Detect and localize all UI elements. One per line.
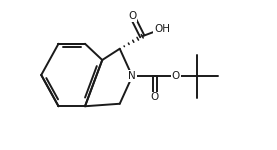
Text: O: O <box>151 93 159 102</box>
Text: N: N <box>128 71 136 81</box>
Text: O: O <box>128 11 136 21</box>
Text: OH: OH <box>154 24 170 34</box>
Text: O: O <box>172 71 180 81</box>
